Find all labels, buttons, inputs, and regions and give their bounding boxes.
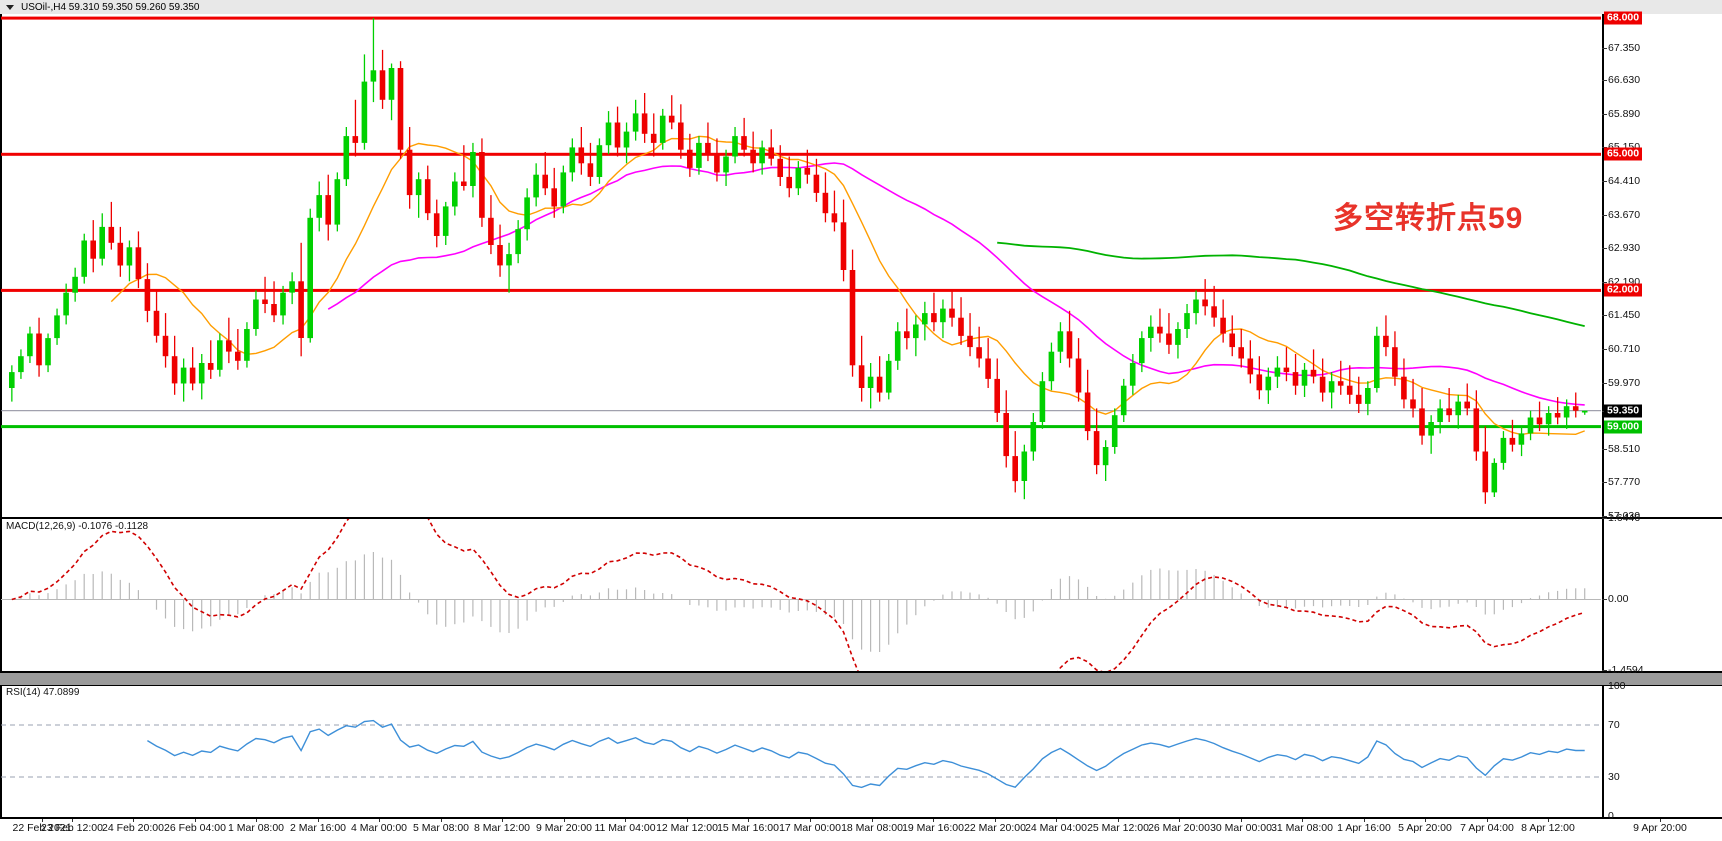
macd-tick-label: 1.6446 (1608, 512, 1641, 524)
time-axis-label: 15 Mar 16:00 (717, 822, 779, 834)
macd-plot (1, 519, 1601, 671)
time-axis-label: 26 Mar 20:00 (1148, 822, 1210, 834)
price-tick-label: 59.970 (1608, 376, 1641, 389)
price-tick-label: 62.930 (1608, 242, 1641, 255)
macd-tick-label: -1.4594 (1608, 664, 1644, 676)
time-axis-label: 19 Mar 16:00 (902, 822, 964, 834)
price-tick-label: 57.030 (1608, 510, 1641, 522)
symbol-ohlc-label: USOil-,H4 59.310 59.350 59.260 59.350 (21, 2, 200, 13)
time-axis-label: 9 Mar 20:00 (535, 822, 593, 834)
rsi-plot (1, 719, 1601, 789)
macd-tick-mark (1602, 518, 1607, 519)
price-tick-mark (1602, 382, 1607, 384)
time-axis-label: 18 Mar 08:00 (841, 822, 903, 834)
time-axis-label: 17 Mar 00:00 (779, 822, 841, 834)
price-tick-mark (1602, 315, 1607, 317)
price-tick-label: 67.350 (1608, 41, 1641, 54)
price-tick-mark (1602, 448, 1607, 450)
time-axis-label: 8 Mar 12:00 (473, 822, 531, 834)
price-tick-mark (1602, 482, 1607, 484)
time-axis-label: 24 Mar 04:00 (1025, 822, 1087, 834)
time-axis-label: 5 Apr 20:00 (1398, 822, 1452, 834)
time-axis-label: 22 Feb 2021 (12, 822, 72, 834)
time-axis-label: 12 Mar 12:00 (656, 822, 718, 834)
price-plot (1, 16, 1601, 504)
time-axis-label: 1 Mar 08:00 (227, 822, 285, 834)
price-tick-label: 63.670 (1608, 208, 1641, 221)
price-tick-mark (1602, 248, 1607, 250)
time-axis-label: 25 Mar 12:00 (1087, 822, 1149, 834)
price-tick-mark (1602, 516, 1607, 517)
chart-header-bar (0, 0, 1722, 15)
price-tag[interactable]: 59.350 (1604, 404, 1643, 418)
price-tick-label: 66.630 (1608, 74, 1641, 87)
price-tick-mark (1602, 214, 1607, 216)
price-tick-label: 57.770 (1608, 476, 1641, 489)
price-tag[interactable]: 59.000 (1604, 420, 1643, 434)
time-axis-label: 31 Mar 08:00 (1271, 822, 1333, 834)
rsi-label: RSI(14) 47.0899 (6, 687, 80, 698)
rsi-tick-label: 0 (1608, 810, 1614, 822)
price-tick-label: 64.410 (1608, 175, 1641, 187)
price-tick-label: 58.510 (1608, 442, 1641, 455)
price-tick-label: 61.450 (1608, 309, 1641, 322)
time-axis-label: 23 Feb 12:00 (41, 822, 103, 834)
time-axis-label: 8 Apr 12:00 (1521, 822, 1575, 834)
price-tick-label: 60.710 (1608, 343, 1641, 355)
rsi-tick-label: 100 (1608, 680, 1626, 692)
price-tick-mark (1602, 113, 1607, 115)
time-axis-label: 9 Apr 20:00 (1633, 822, 1687, 834)
price-tag[interactable]: 65.000 (1604, 147, 1643, 161)
time-axis-label: 4 Mar 00:00 (350, 822, 408, 834)
price-tick-mark (1602, 349, 1607, 350)
annotation-text: 多空转折点59 (1333, 202, 1524, 235)
price-tag[interactable]: 68.000 (1604, 11, 1643, 25)
time-axis-label: 5 Mar 08:00 (412, 822, 470, 834)
rsi-tick-label: 30 (1608, 771, 1620, 783)
price-panel (0, 14, 1722, 518)
price-tick-mark (1602, 181, 1607, 182)
time-axis-label: 1 Apr 16:00 (1337, 822, 1391, 834)
macd-panel (0, 518, 1722, 672)
symbol-quote-row: USOil-,H4 59.310 59.350 59.260 59.350 (6, 1, 199, 14)
rsi-panel (0, 686, 1722, 818)
time-axis-label: 22 Mar 20:00 (964, 822, 1026, 834)
time-axis-label: 7 Apr 04:00 (1460, 822, 1514, 834)
price-tick-mark (1602, 47, 1607, 49)
time-axis-label: 30 Mar 00:00 (1210, 822, 1272, 834)
triangle-down-icon[interactable] (6, 5, 14, 10)
time-axis-label: 24 Feb 20:00 (102, 822, 164, 834)
time-axis-label: 11 Mar 04:00 (594, 822, 656, 834)
price-tag[interactable]: 62.000 (1604, 283, 1643, 297)
time-axis-label: 26 Feb 04:00 (164, 822, 226, 834)
macd-tick-label: 0.00 (1608, 592, 1629, 605)
macd-label: MACD(12,26,9) -0.1076 -0.1128 (6, 521, 149, 532)
time-axis-label: 2 Mar 16:00 (289, 822, 347, 834)
rsi-panel-divider (0, 672, 1722, 686)
macd-tick-mark (1602, 670, 1607, 671)
price-tick-mark (1602, 80, 1607, 82)
time-axis: 22 Feb 2021 23 Feb 12:00 24 Feb 20:00 26 Fe… (0, 818, 1722, 840)
price-tick-mark (1602, 281, 1607, 283)
price-tick-label: 65.890 (1608, 107, 1641, 120)
macd-tick-mark (1602, 598, 1607, 600)
rsi-tick-label: 70 (1608, 719, 1620, 731)
